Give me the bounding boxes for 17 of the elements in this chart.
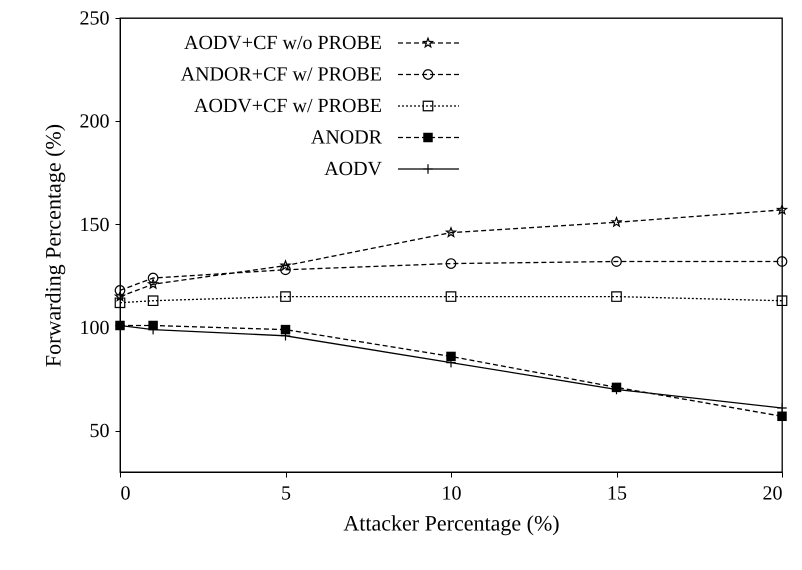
legend-label: ANDOR+CF w/ PROBE (180, 64, 382, 86)
x-tick-label: 15 (607, 482, 627, 504)
x-tick-label: 0 (120, 482, 130, 504)
legend-label: AODV+CF w/o PROBE (184, 32, 382, 54)
y-tick-label: 100 (80, 317, 110, 340)
legend-label: AODV (324, 158, 383, 180)
y-tick-label: 50 (90, 420, 110, 442)
x-tick-label: 20 (762, 482, 782, 504)
y-axis-title: Forwarding Percentage (%) (40, 124, 66, 368)
y-tick-label: 200 (80, 110, 110, 133)
x-tick-label: 10 (442, 482, 462, 504)
x-tick-label: 5 (281, 482, 291, 504)
y-tick-label: 250 (80, 8, 110, 30)
legend-label: AODV+CF w/ PROBE (194, 95, 382, 117)
y-tick-label: 150 (80, 214, 110, 236)
x-axis-title: Attacker Percentage (%) (343, 510, 560, 536)
legend-label: ANODR (310, 126, 383, 148)
